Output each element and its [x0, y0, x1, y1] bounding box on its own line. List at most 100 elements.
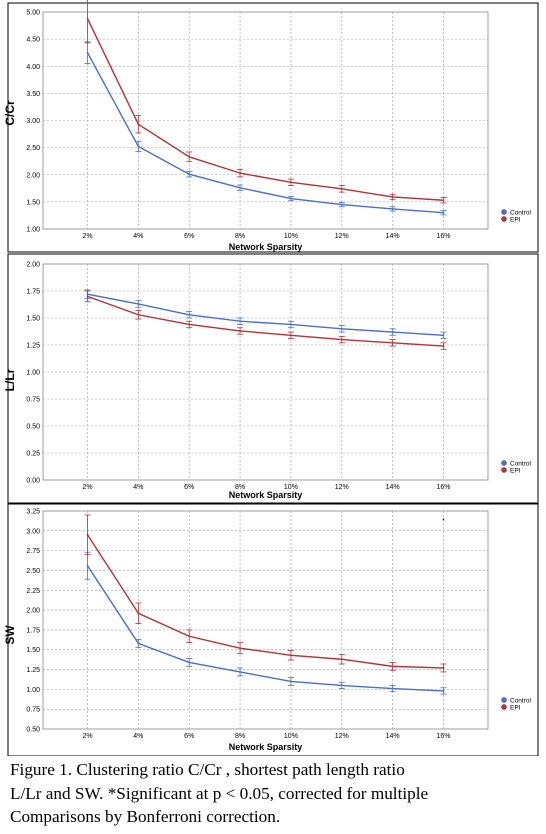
legend-marker-control — [501, 209, 507, 215]
data-point — [137, 642, 140, 645]
y-tick-label: 0.50 — [26, 424, 40, 431]
y-tick-label: 0.75 — [26, 707, 40, 714]
panel-frame — [7, 253, 539, 504]
series-line-epi — [86, 18, 444, 201]
data-point — [340, 203, 343, 206]
x-tick-label: 8% — [235, 484, 245, 491]
y-tick-label: 1.75 — [26, 627, 40, 634]
x-tick-label: 2% — [82, 233, 92, 240]
data-point — [290, 181, 292, 184]
y-tick-label: 2.25 — [26, 588, 40, 595]
x-tick-label: 16% — [436, 233, 450, 240]
x-tick-label: 6% — [184, 733, 194, 740]
caption-line-2: L/Lr and SW. *Significant at p < 0.05, c… — [10, 783, 429, 803]
data-point — [188, 173, 191, 176]
legend-label-control: Control — [510, 697, 532, 704]
data-point — [188, 661, 191, 664]
chart-panel-2: 0.00 0.25 0.50 0.75 1.00 1.25 1.50 1.75 2.00 2% 4%… — [3, 253, 539, 504]
y-tick-label: 2.75 — [26, 548, 40, 555]
y-tick-label: 1.50 — [26, 647, 40, 654]
data-point — [86, 564, 89, 567]
legend-label-epi: EPI — [510, 704, 521, 711]
data-point — [290, 680, 292, 683]
y-tick-label: 1.50 — [26, 199, 40, 206]
data-point — [290, 334, 292, 337]
x-tick-label: 16% — [436, 733, 450, 740]
data-point — [442, 199, 445, 202]
data-point — [239, 172, 241, 175]
legend-label-control: Control — [510, 460, 532, 467]
legend-marker-epi — [501, 467, 507, 473]
legend-label-control: Control — [510, 209, 532, 216]
data-point — [391, 341, 394, 344]
x-tick-label: 14% — [386, 484, 400, 491]
legend-marker-epi — [501, 216, 507, 222]
data-point — [137, 303, 140, 305]
data-point — [188, 323, 191, 326]
legend-marker-control — [501, 460, 507, 466]
y-tick-label: 0.50 — [26, 727, 40, 734]
significance-star: * — [442, 518, 445, 525]
x-tick-label: 12% — [335, 484, 349, 491]
x-tick-label: 14% — [386, 733, 400, 740]
x-tick-label: 12% — [335, 233, 349, 240]
x-tick-label: 2% — [82, 484, 92, 491]
data-point — [290, 654, 292, 657]
x-tick-label: 4% — [133, 484, 143, 491]
data-point — [86, 17, 89, 20]
data-point — [442, 667, 445, 669]
x-tick-label: 6% — [184, 233, 194, 240]
data-point — [239, 671, 241, 673]
series-line-control — [86, 565, 444, 692]
series-line-control — [86, 52, 444, 214]
data-point — [442, 690, 445, 692]
y-tick-label: 1.00 — [26, 687, 40, 694]
y-tick-label: 0.75 — [26, 397, 40, 404]
y-tick-label: 3.50 — [26, 91, 40, 98]
data-point — [137, 123, 140, 126]
data-point — [86, 51, 89, 54]
data-point — [340, 338, 343, 341]
data-point — [137, 145, 140, 148]
series-line-epi — [86, 534, 444, 669]
caption-line-1: Figure 1. Clustering ratio C/Cr , shorte… — [10, 760, 405, 779]
panel-frame — [7, 503, 539, 756]
y-axis-label: SW — [3, 625, 17, 645]
data-point — [86, 295, 89, 298]
data-point — [239, 186, 241, 189]
y-axis-label: C/Cr — [3, 100, 17, 126]
y-tick-label: 1.25 — [26, 343, 40, 350]
data-point — [188, 635, 191, 638]
data-point — [442, 345, 445, 347]
data-point — [391, 208, 394, 210]
legend-label-epi: EPI — [510, 216, 521, 223]
data-point — [290, 323, 292, 326]
y-tick-label: 3.00 — [26, 528, 40, 535]
x-tick-label: 10% — [284, 233, 298, 240]
x-tick-label: 8% — [235, 233, 245, 240]
data-point — [442, 211, 445, 214]
data-point — [340, 684, 343, 687]
y-tick-label: 1.50 — [26, 316, 40, 323]
data-point — [391, 196, 394, 198]
y-axis-label: L/Lr — [3, 368, 17, 391]
figure-caption: Figure 1. Clustering ratio C/Cr , shorte… — [10, 758, 540, 829]
legend-label-epi: EPI — [510, 467, 521, 474]
y-tick-label: 4.00 — [26, 64, 40, 71]
x-axis-label: Network Sparsity — [229, 742, 303, 752]
data-point — [442, 334, 445, 337]
data-point — [188, 155, 191, 158]
data-point — [340, 187, 343, 190]
y-tick-label: 1.25 — [26, 667, 40, 674]
y-tick-label: 3.25 — [26, 509, 40, 516]
legend-marker-control — [501, 697, 507, 703]
x-axis-label: Network Sparsity — [229, 490, 303, 500]
series-line-epi — [87, 295, 444, 347]
data-point — [340, 327, 343, 330]
plot-area — [42, 11, 489, 230]
y-tick-label: 1.00 — [26, 227, 40, 234]
y-tick-label: 2.50 — [26, 568, 40, 575]
data-point — [290, 197, 292, 200]
chart-panel-1: 1.00 1.50 2.00 2.50 3.00 3.50 4.00 4.50 5.00 2% 4%… — [3, 0, 539, 253]
data-point — [391, 687, 394, 690]
